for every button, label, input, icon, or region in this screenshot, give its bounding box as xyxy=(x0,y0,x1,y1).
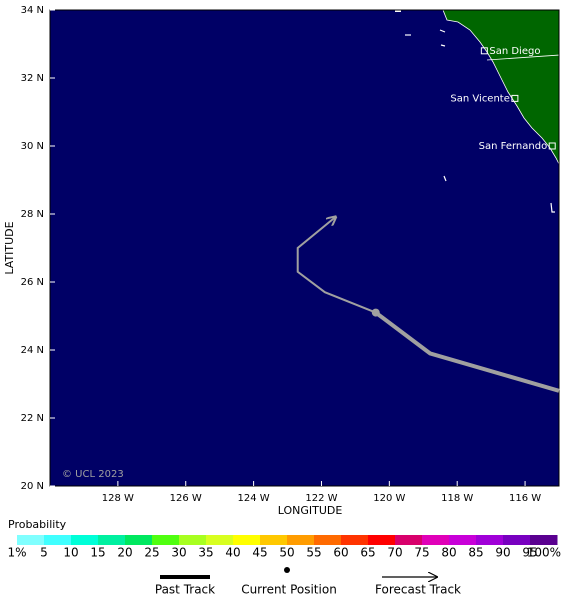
colorbar-title: Probability xyxy=(8,518,67,531)
colorbar-cell xyxy=(233,535,261,545)
colorbar-tick-label: 70 xyxy=(387,546,402,560)
colorbar-cell xyxy=(395,535,423,545)
x-tick-label: 124 W xyxy=(238,493,270,504)
y-tick-label: 30 N xyxy=(21,141,44,152)
y-tick-label: 26 N xyxy=(21,277,44,288)
x-tick-label: 128 W xyxy=(102,493,134,504)
colorbar-cell xyxy=(260,535,288,545)
colorbar-cell xyxy=(287,535,315,545)
colorbar-cell xyxy=(71,535,99,545)
colorbar-tick-label: 5 xyxy=(40,546,48,560)
x-axis-label: LONGITUDE xyxy=(278,504,343,517)
x-tick-label: 118 W xyxy=(441,493,473,504)
colorbar-tick-label: 80 xyxy=(441,546,456,560)
colorbar-cell xyxy=(125,535,153,545)
colorbar-cell xyxy=(98,535,126,545)
land xyxy=(395,10,559,213)
colorbar-cell xyxy=(422,535,450,545)
forecast-track xyxy=(296,217,377,314)
ocean xyxy=(50,10,559,486)
colorbar-cell xyxy=(17,535,45,545)
colorbar-cell xyxy=(44,535,72,545)
legend-current-position: Current Position xyxy=(241,583,337,597)
colorbar-tick-label: 10 xyxy=(63,546,78,560)
colorbar-tick-label: 75 xyxy=(414,546,429,560)
y-tick-label: 22 N xyxy=(21,413,44,424)
colorbar-cell xyxy=(503,535,531,545)
current-position xyxy=(371,308,380,317)
y-tick-label: 34 N xyxy=(21,5,44,16)
colorbar-cell xyxy=(314,535,342,545)
legend-forecast-track: Forecast Track xyxy=(375,583,461,597)
y-axis-label: LATITUDE xyxy=(3,221,16,274)
city-label: San Diego xyxy=(489,46,540,57)
colorbar-tick-label: 20 xyxy=(117,546,132,560)
colorbar-tick-label: 25 xyxy=(144,546,159,560)
y-tick-label: 28 N xyxy=(21,209,44,220)
colorbar-tick-label: 40 xyxy=(225,546,240,560)
copyright: © UCL 2023 xyxy=(62,469,124,480)
colorbar-tick-label: 35 xyxy=(198,546,213,560)
colorbar-tick-label: 30 xyxy=(171,546,186,560)
y-tick-label: 20 N xyxy=(21,481,44,492)
y-tick-label: 32 N xyxy=(21,73,44,84)
colorbar-tick-label: 50 xyxy=(279,546,294,560)
colorbar-cell xyxy=(449,535,477,545)
city-label: San Fernando xyxy=(479,141,548,152)
colorbar-cell xyxy=(179,535,207,545)
city-marker xyxy=(511,94,519,102)
x-tick-label: 120 W xyxy=(373,493,405,504)
city-marker xyxy=(480,47,488,55)
x-tick-label: 126 W xyxy=(170,493,202,504)
colorbar-tick-label: 55 xyxy=(306,546,321,560)
city-label: San Vicente xyxy=(450,93,509,104)
colorbar-tick-label: 90 xyxy=(495,546,510,560)
colorbar-tick-label: 60 xyxy=(333,546,348,560)
colorbar-tick-label: 95 xyxy=(522,546,537,560)
colorbar-cell xyxy=(341,535,369,545)
colorbar-tick-label: 15 xyxy=(90,546,105,560)
legend-past-track: Past Track xyxy=(155,583,215,597)
plot-frame xyxy=(49,9,560,487)
colorbar-tick-label: 65 xyxy=(360,546,375,560)
legend-current-position-symbol xyxy=(284,567,290,573)
colorbar-tick-label: 100% xyxy=(527,546,561,560)
y-tick-label: 24 N xyxy=(21,345,44,356)
x-tick-label: 122 W xyxy=(305,493,337,504)
colorbar-cell xyxy=(476,535,504,545)
colorbar-tick-label: 1% xyxy=(7,546,26,560)
colorbar-tick-label: 45 xyxy=(252,546,267,560)
colorbar-cell xyxy=(368,535,396,545)
colorbar-cell xyxy=(206,535,234,545)
colorbar-cell xyxy=(152,535,180,545)
city-marker xyxy=(548,142,556,150)
x-tick-label: 116 W xyxy=(509,493,541,504)
past-track xyxy=(374,311,560,393)
colorbar-cell xyxy=(530,535,558,545)
colorbar-tick-label: 85 xyxy=(468,546,483,560)
